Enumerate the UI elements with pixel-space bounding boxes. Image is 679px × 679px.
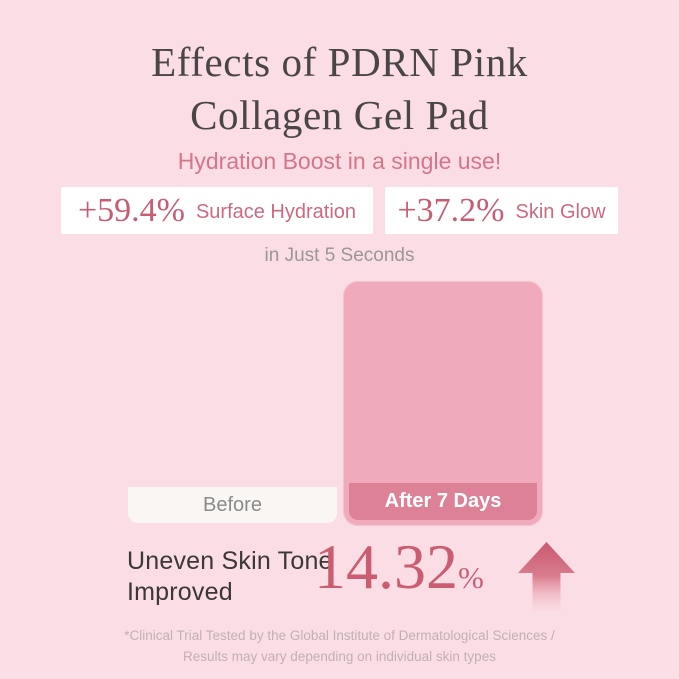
result-value: 14.32% — [314, 529, 484, 616]
page-title-line2: Collagen Gel Pad — [190, 92, 489, 138]
stat-value: +37.2% — [397, 191, 505, 229]
before-card: Before — [128, 285, 337, 523]
footnote-line1: *Clinical Trial Tested by the Global Ins… — [124, 628, 555, 643]
result-number: 14.32 — [314, 531, 458, 602]
page-title: Effects of PDRN Pink Collagen Gel Pad — [0, 36, 679, 142]
footnote: *Clinical Trial Tested by the Global Ins… — [0, 626, 679, 667]
before-microscopy-image — [128, 285, 337, 487]
after-card: After 7 Days — [343, 281, 543, 526]
stat-skin-glow: +37.2% Skin Glow — [385, 187, 618, 234]
arrow-up-icon — [518, 542, 575, 610]
result-label-line1: Uneven Skin Tone — [127, 547, 333, 575]
stat-surface-hydration: +59.4% Surface Hydration — [61, 187, 373, 234]
result-label-line2: Improved — [127, 578, 233, 606]
subtitle: Hydration Boost in a single use! — [177, 148, 502, 174]
after-label: After 7 Days — [349, 483, 537, 520]
after-microscopy-image — [349, 287, 537, 483]
stat-label: Skin Glow — [515, 201, 606, 223]
stat-value: +59.4% — [77, 191, 185, 229]
page-title-line1: Effects of PDRN Pink — [151, 39, 528, 85]
before-label: Before — [128, 487, 337, 523]
timing-note: in Just 5 Seconds — [264, 245, 415, 266]
stat-label: Surface Hydration — [195, 201, 357, 223]
result-label: Uneven Skin Tone Improved — [127, 546, 333, 608]
footnote-line2: Results may vary depending on individual… — [183, 648, 496, 664]
result-unit: % — [458, 560, 484, 595]
stats-row: +59.4% Surface Hydration +37.2% Skin Glo… — [61, 187, 618, 234]
